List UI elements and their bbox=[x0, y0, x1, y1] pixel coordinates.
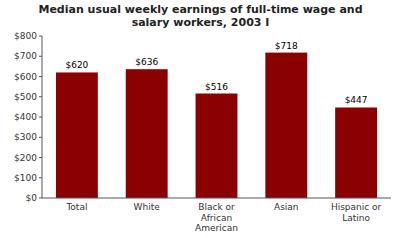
y-tick-label: $100 bbox=[14, 173, 37, 183]
y-tick-label: $400 bbox=[14, 112, 37, 122]
y-tick-label: $700 bbox=[14, 51, 37, 61]
chart: Median usual weekly earnings of full-tim… bbox=[0, 0, 401, 238]
data-label: $516 bbox=[205, 82, 228, 92]
title: Median usual weekly earnings of full-tim… bbox=[38, 3, 362, 29]
bar bbox=[56, 72, 98, 198]
y-tick-label: $0 bbox=[26, 193, 38, 203]
data-label: $447 bbox=[345, 95, 368, 105]
x-tick-label: Black orAfricanAmerican bbox=[195, 202, 238, 233]
y-tick-label: $300 bbox=[14, 132, 37, 142]
bars bbox=[56, 53, 377, 198]
bar bbox=[335, 107, 377, 198]
x-tick-label: Total bbox=[65, 202, 87, 212]
y-tick-label: $600 bbox=[14, 72, 37, 82]
y-axis bbox=[42, 36, 43, 198]
data-label: $718 bbox=[275, 41, 298, 51]
x-tick-label: White bbox=[134, 202, 161, 212]
data-label: $620 bbox=[65, 60, 88, 70]
bar bbox=[196, 94, 238, 198]
y-tick-label: $500 bbox=[14, 92, 37, 102]
x-tick-label: Asian bbox=[274, 202, 299, 212]
data-label: $636 bbox=[135, 57, 158, 67]
y-tick-label: $200 bbox=[14, 153, 37, 163]
x-tick-label: Hispanic orLatino bbox=[331, 202, 382, 223]
bar bbox=[265, 53, 307, 198]
y-tick-label: $800 bbox=[14, 31, 37, 41]
x-axis bbox=[42, 198, 391, 199]
chart-container: Median usual weekly earnings of full-tim… bbox=[0, 0, 401, 238]
bar bbox=[126, 69, 168, 198]
